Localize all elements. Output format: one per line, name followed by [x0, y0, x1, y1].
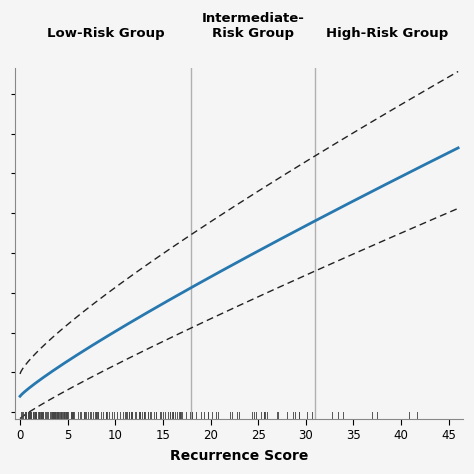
Text: High-Risk Group: High-Risk Group: [326, 27, 448, 40]
Text: Intermediate-
Risk Group: Intermediate- Risk Group: [202, 12, 305, 40]
Text: Low-Risk Group: Low-Risk Group: [47, 27, 164, 40]
X-axis label: Recurrence Score: Recurrence Score: [170, 449, 308, 463]
